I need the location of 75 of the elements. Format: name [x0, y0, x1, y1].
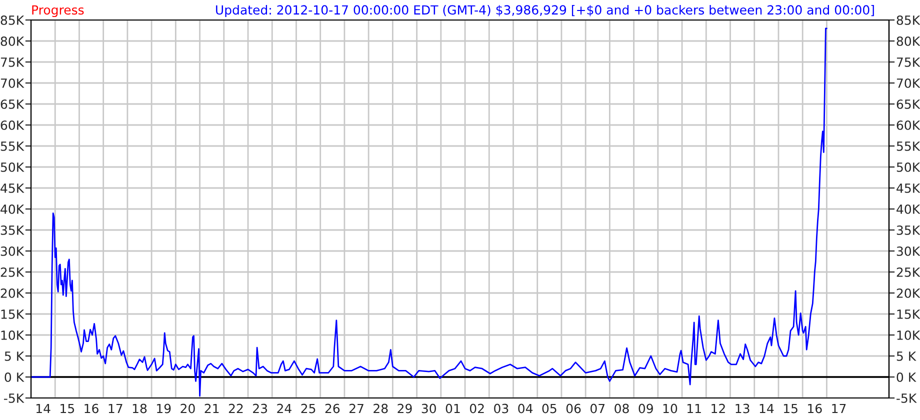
y-tick-label: 80K: [0, 36, 24, 46]
x-tick-label: 27: [349, 404, 364, 414]
y2-tick-label: 50K: [896, 162, 920, 172]
y-tick-label: 60K: [0, 120, 24, 130]
y2-tick-label: 75K: [896, 58, 920, 67]
x-tick-label: 13: [736, 404, 750, 414]
y-tick-label: 50K: [0, 162, 24, 172]
y2-tick-label: 15K: [897, 310, 920, 319]
x-tick-label: 03: [494, 404, 508, 414]
x-tick-label: 11: [688, 404, 701, 414]
y-tick-label: 5 K: [4, 352, 24, 361]
y2-tick-label: 85K: [896, 15, 920, 25]
y2-tick-label: 70K: [896, 78, 920, 88]
x-tick-label: 18: [132, 404, 147, 414]
x-tick-label: 16: [84, 404, 98, 414]
x-tick-label: 01: [446, 404, 460, 414]
x-tick-label: 07: [590, 404, 605, 414]
y2-tick-label: -5K: [896, 394, 917, 403]
y-tick-label: 0 K: [4, 372, 24, 382]
y-tick-label: 65K: [0, 99, 24, 109]
y-tick-label: 40K: [0, 204, 24, 214]
line-series: [31, 28, 828, 397]
x-tick-label: 09: [638, 404, 653, 414]
y2-tick-label: 30K: [896, 246, 920, 256]
y2-tick-label: 80K: [896, 36, 920, 46]
x-tick-label: 14: [760, 404, 774, 414]
x-tick-label: 15: [60, 404, 74, 414]
x-tick-label: 26: [325, 404, 340, 414]
x-tick-label: 17: [108, 404, 122, 414]
y-tick-label: 25K: [0, 267, 24, 277]
x-tick-label: 23: [253, 404, 268, 414]
y2-tick-label: 40K: [896, 204, 920, 214]
x-tick-label: 29: [398, 404, 412, 414]
x-tick-label: 30: [422, 404, 436, 414]
y2-tick-label: 35K: [896, 225, 920, 235]
y-tick-label: 15K: [1, 310, 24, 319]
x-tick-label: 25: [301, 404, 316, 414]
y-tick-label: 85K: [0, 15, 24, 25]
x-tick-label: 16: [808, 404, 822, 414]
x-tick-label: 14: [36, 404, 50, 414]
y2-tick-label: 0 K: [896, 372, 916, 382]
y-tick-label: -5K: [4, 394, 24, 403]
x-tick-label: 28: [374, 404, 388, 414]
x-tick-label: 21: [204, 404, 219, 414]
y2-tick-label: 60K: [896, 120, 920, 130]
y2-tick-label: 55K: [896, 142, 920, 151]
x-tick-label: 02: [470, 404, 484, 414]
y-tick-label: 75K: [0, 58, 24, 67]
y-tick-label: 70K: [0, 78, 24, 88]
x-tick-label: 20: [180, 404, 195, 414]
y2-tick-label: 10K: [897, 330, 920, 340]
x-tick-label: 04: [518, 404, 533, 414]
y-tick-label: 55K: [0, 142, 24, 151]
x-tick-label: 08: [614, 404, 629, 414]
chart-subtitle: Updated: 2012-10-17 00:00:00 EDT (GMT-4) $3,986,929 [+$0 and +0 backers between 23:00 and 00:00]: [216, 4, 874, 18]
x-tick-label: 19: [157, 404, 171, 414]
x-tick-label: 12: [712, 404, 725, 414]
x-tick-label: 17: [832, 404, 846, 414]
chart-title: Progress: [32, 5, 84, 18]
y-tick-label: 45K: [0, 184, 24, 193]
y-tick-label: 10K: [1, 330, 24, 340]
x-tick-label: 24: [277, 404, 292, 414]
y2-tick-label: 20K: [896, 288, 920, 298]
x-tick-label: 05: [542, 404, 556, 414]
x-tick-label: 22: [228, 404, 243, 414]
y2-tick-label: 45K: [896, 184, 920, 193]
y2-tick-label: 25K: [896, 267, 920, 277]
y-tick-label: 35K: [0, 225, 24, 235]
y2-tick-label: 5 K: [896, 352, 916, 361]
y-tick-label: 20K: [0, 288, 24, 298]
x-tick-label: 15: [784, 404, 798, 414]
y2-tick-label: 65K: [896, 99, 920, 109]
x-tick-label: 10: [663, 404, 678, 414]
y-tick-label: 30K: [0, 246, 24, 256]
x-tick-label: 06: [566, 404, 581, 414]
